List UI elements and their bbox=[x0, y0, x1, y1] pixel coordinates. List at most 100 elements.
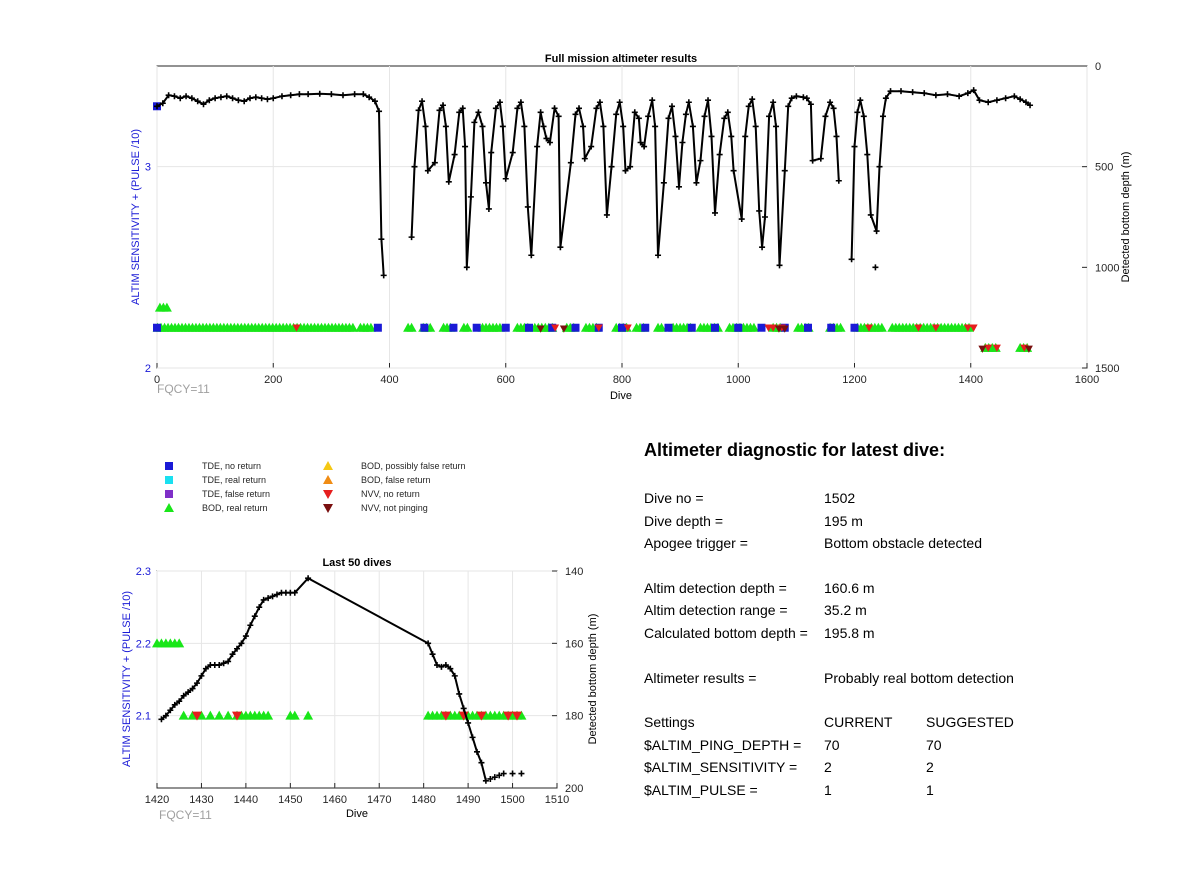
bottom-depth-point bbox=[759, 244, 766, 251]
nvv-no-return-marker bbox=[984, 344, 993, 352]
bottom-depth-point bbox=[180, 692, 187, 699]
bod-real-marker bbox=[347, 322, 358, 332]
nvv-not-pinging-marker bbox=[774, 325, 783, 333]
bottom-depth-point bbox=[970, 87, 977, 94]
detect-range-label: Altim detection range = bbox=[644, 602, 788, 619]
bottom-depth-point bbox=[665, 115, 672, 122]
bottom-depth-point bbox=[641, 143, 648, 150]
y2-tick-label: 140 bbox=[565, 566, 583, 578]
x-tick-label: 1430 bbox=[189, 794, 213, 806]
bottom-depth-point bbox=[159, 100, 166, 107]
bottom-depth-point bbox=[165, 92, 172, 99]
bottom-depth-point bbox=[580, 123, 587, 130]
bottom-depth-point bbox=[462, 143, 469, 150]
bottom-depth-point bbox=[679, 139, 686, 146]
bottom-depth-point bbox=[434, 662, 440, 669]
bottom-depth-point bbox=[860, 113, 867, 120]
tde-no-return-marker bbox=[850, 323, 859, 332]
bottom-depth-point bbox=[229, 651, 236, 658]
tde-no-return-marker bbox=[687, 323, 696, 332]
legend-triangle-down-icon bbox=[323, 490, 333, 499]
bottom-depth-point bbox=[528, 252, 535, 259]
tde-no-return-marker bbox=[711, 323, 719, 332]
bottom-depth-point bbox=[509, 770, 516, 777]
bottom-depth-point bbox=[198, 672, 205, 679]
bottom-depth-point bbox=[479, 123, 486, 130]
bottom-depth-point bbox=[469, 734, 476, 741]
bottom-depth-point bbox=[752, 123, 759, 130]
bottom-depth-point bbox=[521, 123, 528, 130]
x-tick-label: 1490 bbox=[456, 794, 480, 806]
y2-tick-label: 160 bbox=[565, 638, 583, 650]
bod-real-marker bbox=[214, 710, 225, 720]
dive-depth-value: 195 m bbox=[824, 512, 863, 529]
bottom-depth-point bbox=[807, 101, 814, 108]
bottom-depth-point bbox=[898, 88, 904, 95]
tde-no-return-marker bbox=[734, 323, 743, 332]
bottom-depth-point bbox=[496, 99, 503, 106]
bottom-depth-point bbox=[537, 109, 544, 116]
bottom-depth-point bbox=[879, 113, 886, 120]
bottom-depth-point bbox=[1011, 93, 1018, 100]
bod-real-marker bbox=[161, 302, 172, 312]
apogee-row: Apogee trigger = Bottom obstacle detected bbox=[644, 532, 1184, 555]
setting-name: $ALTIM_PULSE = bbox=[644, 781, 758, 798]
bottom-depth-point bbox=[854, 109, 861, 116]
detect-depth-row: Altim detection depth = 160.6 m bbox=[644, 577, 1184, 600]
bottom-depth-point bbox=[425, 640, 432, 647]
bottom-depth-point bbox=[635, 115, 642, 122]
bottom-depth-point bbox=[378, 236, 385, 243]
bottom-depth-point bbox=[456, 690, 463, 697]
bottom-marks bbox=[152, 575, 527, 784]
bottom-depth-point bbox=[439, 102, 446, 109]
x-tick-label: 1400 bbox=[959, 374, 983, 386]
bod-real-marker bbox=[263, 710, 274, 720]
legend-square-icon bbox=[165, 490, 173, 498]
y2-tick-label: 1500 bbox=[1095, 363, 1119, 375]
bottom-depth-point bbox=[234, 645, 240, 652]
bottom-depth-point bbox=[708, 133, 715, 140]
bottom-depth-point bbox=[258, 95, 265, 102]
top-chart-title: Full mission altimeter results bbox=[545, 53, 697, 65]
bottom-depth-point bbox=[514, 105, 521, 112]
tde-no-return-marker bbox=[571, 323, 580, 332]
bottom-y2-axis-label: Detected bottom depth (m) bbox=[587, 614, 599, 745]
nvv-no-return-marker bbox=[992, 344, 1001, 352]
bottom-depth-point bbox=[241, 98, 248, 105]
bottom-depth-point bbox=[793, 93, 800, 100]
bottom-depth-point bbox=[776, 262, 783, 269]
bottom-depth-point bbox=[675, 183, 682, 190]
y2-tick-label: 500 bbox=[1095, 162, 1113, 174]
bottom-depth-point bbox=[867, 211, 874, 218]
bottom-depth-point bbox=[296, 91, 303, 98]
bottom-depth-point bbox=[540, 123, 547, 130]
nvv-not-pinging-marker bbox=[978, 345, 987, 353]
bottom-depth-point bbox=[269, 593, 276, 600]
bottom-depth-point bbox=[475, 109, 482, 116]
bottom-depth-point bbox=[436, 107, 443, 114]
bottom-depth-point bbox=[817, 155, 824, 162]
results-label: Altimeter results = bbox=[644, 669, 757, 686]
bottom-depth-point bbox=[451, 151, 458, 158]
bottom-depth-point bbox=[500, 770, 507, 777]
bottom-depth-point bbox=[600, 123, 607, 130]
bottom-depth-point bbox=[154, 103, 160, 110]
bottom-depth-point bbox=[788, 95, 795, 102]
detect-depth-value: 160.6 m bbox=[824, 579, 875, 596]
bottom-depth-point bbox=[340, 92, 346, 99]
bottom-depth-point bbox=[745, 103, 752, 110]
bottom-depth-point bbox=[985, 99, 992, 106]
nvv-no-return-marker bbox=[963, 324, 972, 332]
detect-range-row: Altim detection range = 35.2 m bbox=[644, 599, 1184, 622]
x-tick-label: 1480 bbox=[411, 794, 435, 806]
nvv-no-return-marker bbox=[292, 324, 301, 332]
bottom-depth-point bbox=[685, 99, 692, 106]
nvv-no-return-marker bbox=[551, 324, 560, 332]
bottom-depth-point bbox=[518, 770, 525, 777]
y2-tick-label: 0 bbox=[1095, 61, 1101, 73]
bottom-depth-point bbox=[682, 111, 689, 118]
bottom-depth-point bbox=[555, 113, 562, 120]
bottom-depth-point bbox=[993, 97, 1000, 104]
top-x-axis-label: Dive bbox=[610, 390, 632, 402]
setting-name: $ALTIM_SENSITIVITY = bbox=[644, 759, 798, 776]
